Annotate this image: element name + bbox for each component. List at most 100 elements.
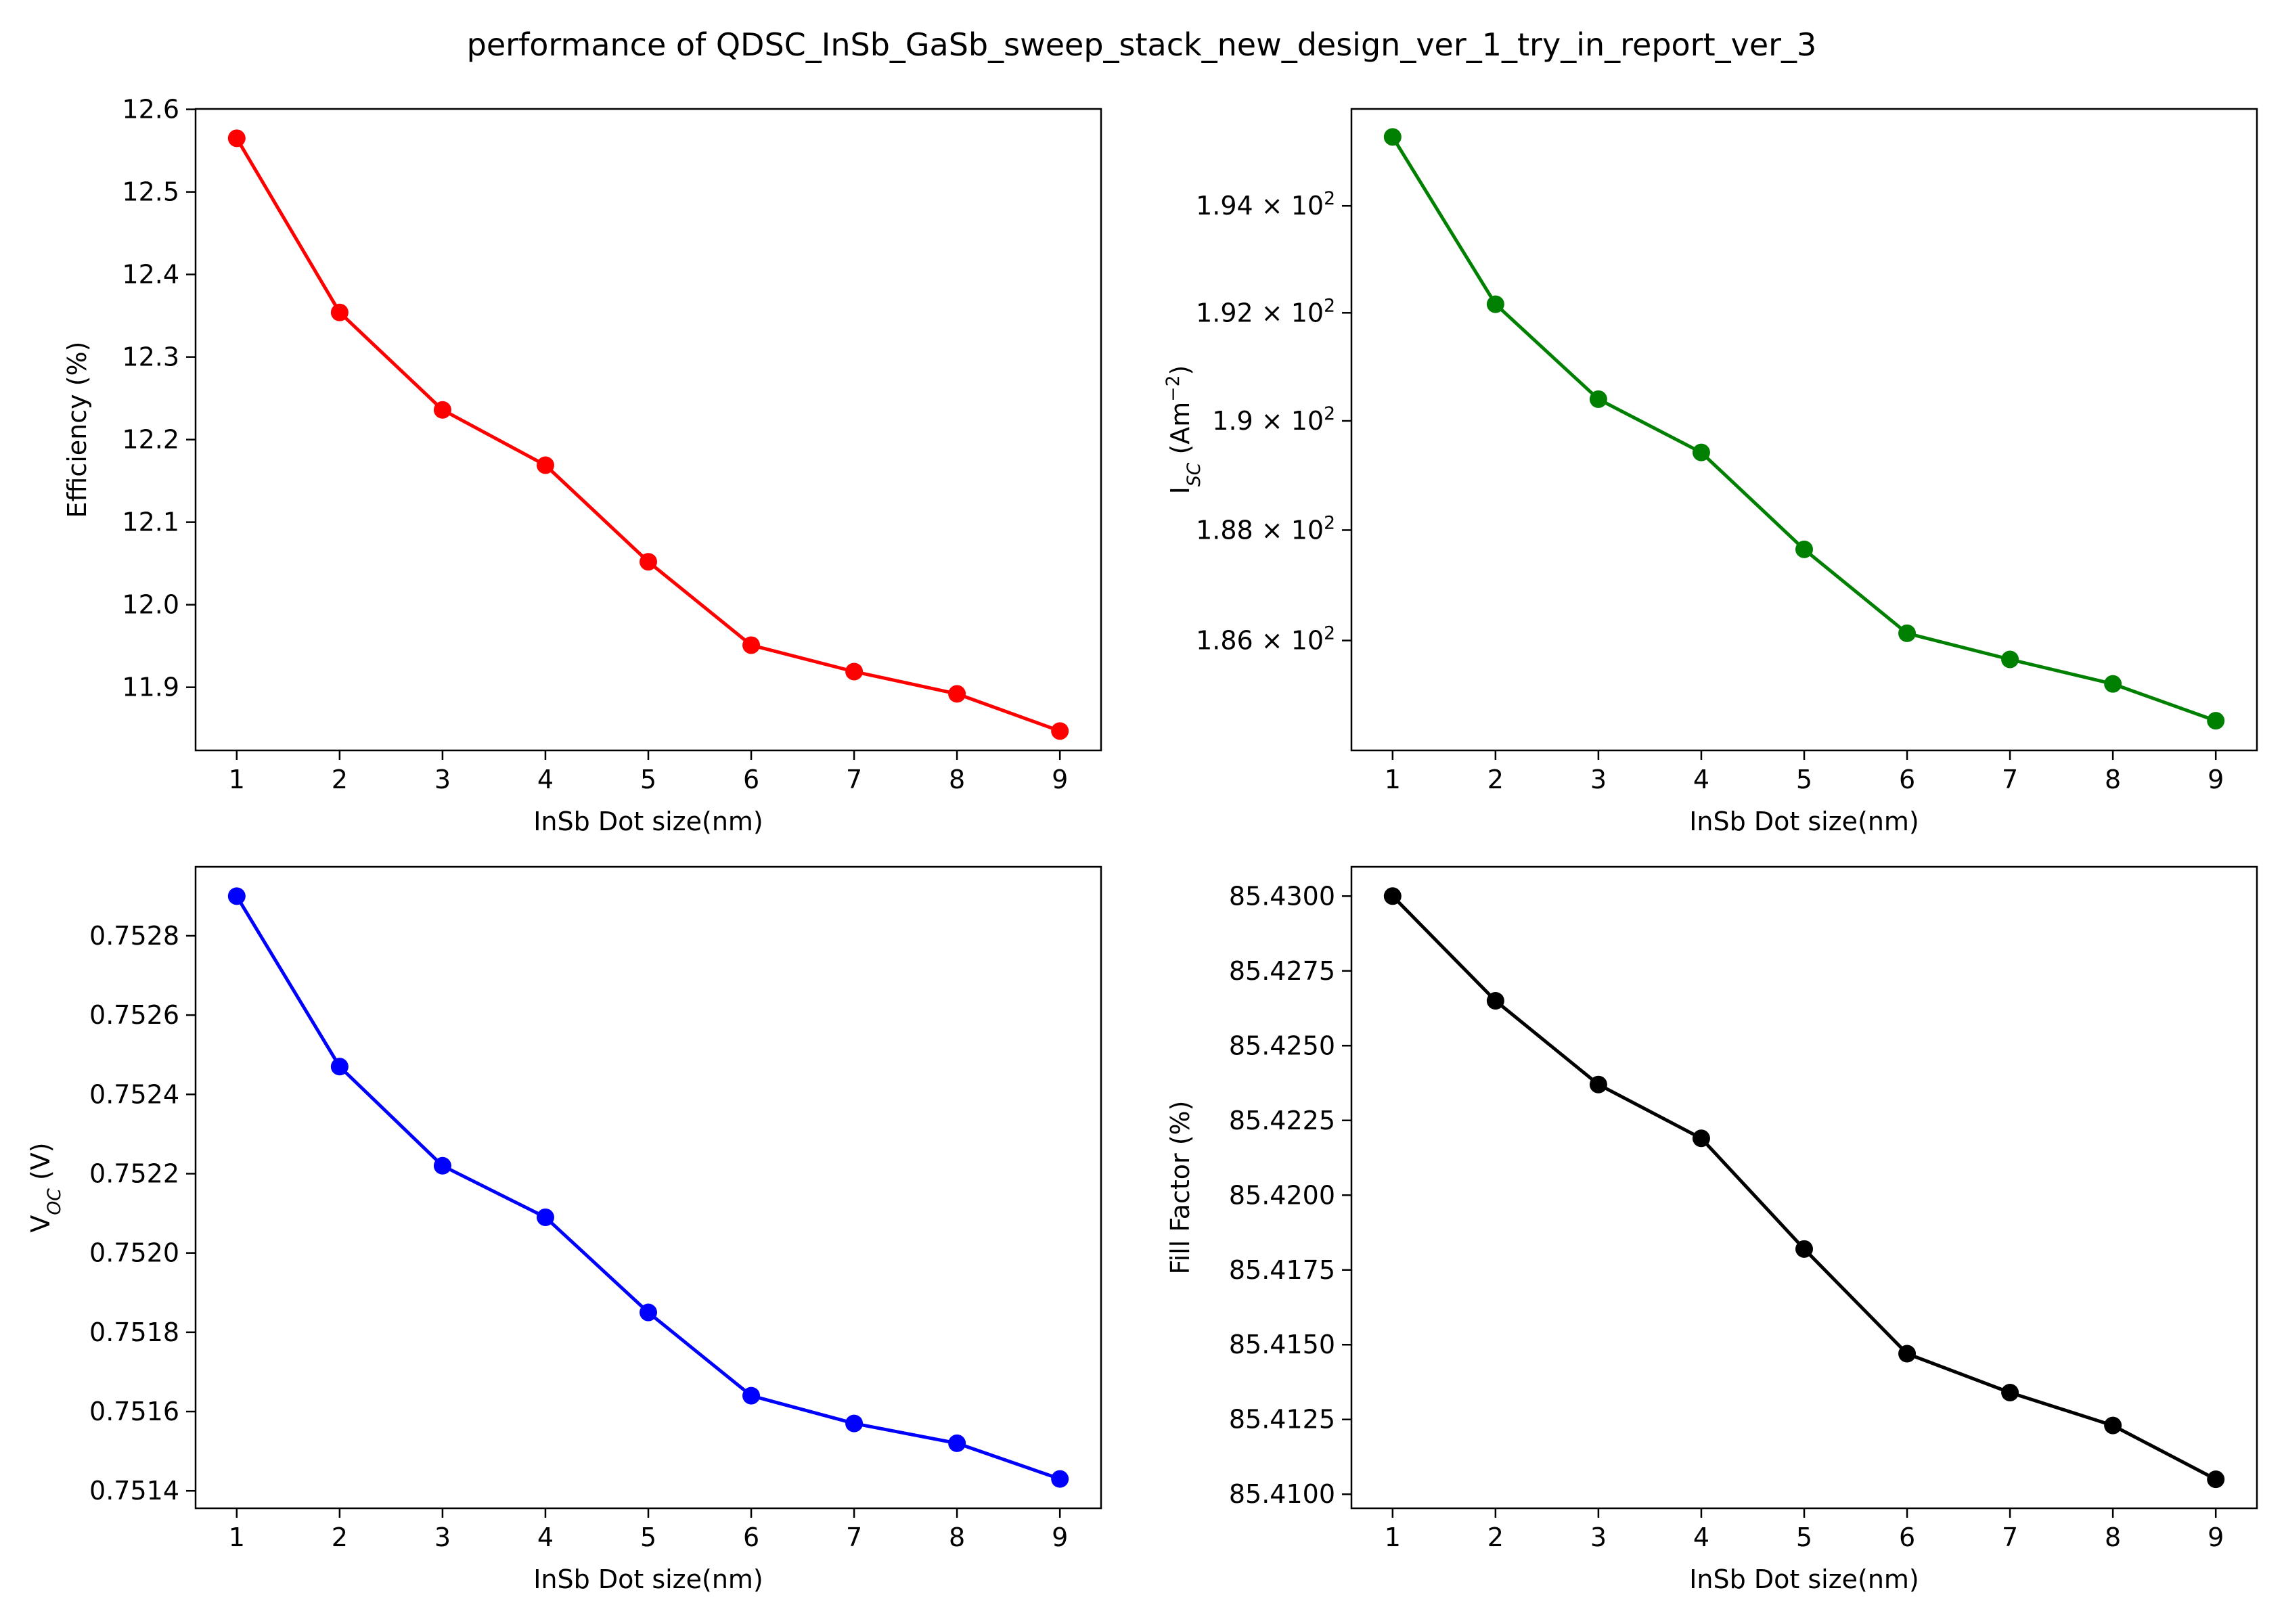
voc-data-point	[1051, 1470, 1069, 1488]
y-tick-label: 12.5	[122, 177, 179, 207]
y-tick-label: 1.9 × 102	[1212, 403, 1335, 436]
voc-data-point	[330, 1058, 349, 1076]
isc-data-point	[2001, 650, 2019, 669]
y-tick-label: 85.4150	[1229, 1330, 1335, 1359]
y-tick-label: 85.4300	[1229, 881, 1335, 911]
voc-data-point	[227, 887, 246, 905]
y-axis-label: Fill Factor (%)	[1165, 1100, 1195, 1274]
voc-data-point	[845, 1414, 864, 1433]
isc-data-point	[2104, 675, 2122, 693]
y-tick-label: 85.4275	[1229, 956, 1335, 986]
efficiency-data-point	[330, 303, 349, 321]
x-tick-label: 9	[2208, 765, 2224, 794]
isc-data-point	[1898, 624, 1917, 642]
voc-data-point	[948, 1434, 966, 1452]
isc-data-point	[1692, 443, 1710, 461]
efficiency-chart: 1 2 3 4 5 6 7 8 9 11.9 12.0 12.1 12.2 12.3 12.4 12.5 12.…	[62, 95, 1102, 836]
x-axis-label: InSb Dot size(nm)	[1689, 807, 1919, 836]
x-tick-label: 4	[537, 1522, 554, 1552]
fill-factor-data-point	[2001, 1383, 2019, 1401]
fill-factor-data-point	[1383, 887, 1402, 905]
x-tick-label: 4	[537, 765, 554, 794]
x-tick-label: 4	[1693, 765, 1709, 794]
x-axis-label: InSb Dot size(nm)	[1689, 1564, 1919, 1594]
isc-data-point	[1383, 128, 1402, 146]
y-tick-label: 85.4125	[1229, 1405, 1335, 1435]
efficiency-data-point	[948, 685, 966, 703]
x-tick-label: 7	[846, 1522, 862, 1552]
x-tick-label: 1	[229, 765, 245, 794]
voc-data-point	[742, 1386, 761, 1405]
y-tick-label: 1.92 × 102	[1196, 295, 1335, 328]
x-tick-label: 1	[1385, 1522, 1401, 1552]
x-tick-label: 5	[640, 1522, 656, 1552]
x-tick-label: 7	[2002, 1522, 2018, 1552]
x-tick-label: 8	[2105, 1522, 2121, 1552]
y-axis-label: VOC (V)	[26, 1142, 65, 1232]
y-axis-label: Efficiency (%)	[62, 342, 92, 518]
voc-data-point	[536, 1208, 554, 1226]
efficiency-data-point	[845, 662, 864, 681]
x-tick-label: 8	[949, 1522, 965, 1552]
x-tick-label: 5	[1796, 765, 1812, 794]
y-tick-label: 0.7518	[89, 1317, 179, 1347]
y-tick-label: 85.4200	[1229, 1180, 1335, 1210]
x-tick-label: 9	[1052, 765, 1068, 794]
isc-data-point	[1589, 390, 1607, 408]
y-tick-label: 85.4100	[1229, 1479, 1335, 1509]
x-tick-label: 2	[332, 765, 348, 794]
efficiency-data-point	[227, 129, 246, 148]
y-tick-label: 0.7528	[89, 921, 179, 951]
y-axis-label: ISC (Am−2)	[1163, 365, 1205, 495]
fill-factor-data-point	[1486, 991, 1504, 1010]
y-tick-label: 85.4225	[1229, 1106, 1335, 1135]
x-tick-label: 5	[1796, 1522, 1812, 1552]
y-tick-label: 12.0	[122, 590, 179, 620]
y-tick-label: 85.4175	[1229, 1255, 1335, 1285]
efficiency-data-point	[536, 456, 554, 474]
x-tick-label: 1	[229, 1522, 245, 1552]
fill-factor-data-point	[1898, 1345, 1917, 1363]
y-tick-label: 0.7516	[89, 1397, 179, 1426]
x-tick-label: 7	[2002, 765, 2018, 794]
x-axis-label: InSb Dot size(nm)	[533, 807, 763, 836]
voc-data-point	[640, 1303, 657, 1322]
x-tick-label: 6	[743, 765, 759, 794]
x-tick-label: 8	[2105, 765, 2121, 794]
efficiency-data-point	[742, 636, 761, 654]
x-tick-label: 2	[1487, 765, 1504, 794]
isc-data-point	[1486, 295, 1504, 313]
y-tick-label: 1.88 × 102	[1196, 512, 1335, 545]
voc-chart: 1 2 3 4 5 6 7 8 9 0.7514 0.7516 0.7518 0.7520 0.7522 0…	[26, 865, 1102, 1594]
x-tick-label: 4	[1693, 1522, 1709, 1552]
y-tick-label: 12.6	[122, 95, 179, 125]
y-tick-label: 12.4	[122, 260, 179, 290]
fill-factor-data-point	[2207, 1470, 2225, 1489]
x-tick-label: 9	[2208, 1522, 2224, 1552]
fill-factor-data-point	[1692, 1129, 1710, 1148]
x-tick-label: 2	[1487, 1522, 1504, 1552]
x-tick-label: 6	[1899, 1522, 1915, 1552]
x-tick-label: 8	[949, 765, 965, 794]
y-tick-label: 0.7526	[89, 1000, 179, 1030]
efficiency-data-point	[640, 553, 657, 571]
x-tick-label: 6	[743, 1522, 759, 1552]
x-tick-label: 2	[332, 1522, 348, 1552]
y-tick-label: 12.3	[122, 342, 179, 372]
isc-chart: 1 2 3 4 5 6 7 8 9 1.86 × 102 1.88 × 102 1.9 × 102 1.…	[1163, 108, 2258, 836]
x-tick-label: 1	[1385, 765, 1401, 794]
voc-data-point	[433, 1156, 451, 1175]
isc-data-point	[2207, 712, 2225, 730]
y-tick-label: 11.9	[122, 673, 179, 702]
x-tick-label: 3	[1590, 765, 1607, 794]
y-tick-label: 0.7522	[89, 1158, 179, 1188]
isc-data-point	[1795, 540, 1813, 558]
x-axis-label: InSb Dot size(nm)	[533, 1564, 763, 1594]
x-tick-label: 7	[846, 765, 862, 794]
y-tick-label: 12.2	[122, 425, 179, 455]
y-tick-label: 0.7524	[89, 1079, 179, 1109]
x-tick-label: 3	[434, 765, 451, 794]
y-tick-label: 1.86 × 102	[1196, 623, 1335, 656]
y-tick-label: 1.94 × 102	[1196, 188, 1335, 221]
